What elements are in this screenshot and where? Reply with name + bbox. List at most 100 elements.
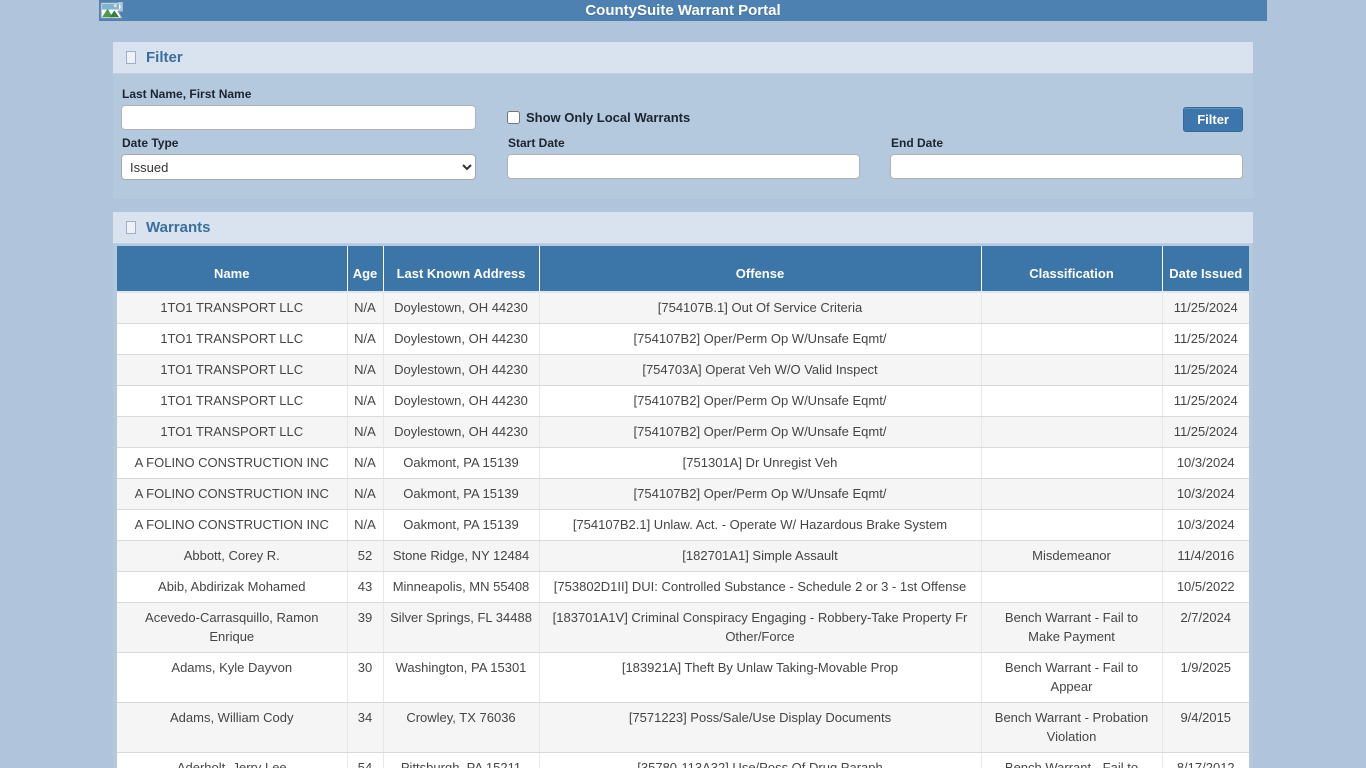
table-cell: 1/9/2025	[1161, 652, 1249, 703]
table-cell: [754107B2] Oper/Perm Op W/Unsafe Eqmt/	[538, 416, 981, 448]
table-cell: Aderholt, Jerry Lee	[117, 752, 347, 768]
page-title: CountySuite Warrant Portal	[585, 1, 781, 19]
table-cell: 11/4/2016	[1161, 540, 1249, 572]
show-local-checkbox[interactable]	[507, 111, 520, 124]
table-cell: N/A	[346, 447, 383, 479]
table-cell: 43	[346, 571, 383, 603]
table-cell: Bench Warrant - Fail to Make Payment	[980, 602, 1162, 653]
table-row: 1TO1 TRANSPORT LLC N/A Doylestown, OH 4423…	[117, 292, 1249, 324]
table-cell: N/A	[346, 323, 383, 355]
table-cell: 30	[346, 652, 383, 703]
filter-button[interactable]: Filter	[1183, 107, 1243, 132]
broken-image-icon	[100, 2, 123, 19]
table-cell: Crowley, TX 76036	[382, 702, 539, 753]
table-cell: 11/25/2024	[1161, 323, 1249, 355]
main-content: Filter Last Name, First Name Show Only L…	[113, 42, 1253, 768]
table-cell: 34	[346, 702, 383, 753]
table-cell: Washington, PA 15301	[382, 652, 539, 703]
table-cell	[980, 509, 1162, 541]
table-cell: [754107B2] Oper/Perm Op W/Unsafe Eqmt/	[538, 323, 981, 355]
warrants-table-body: 1TO1 TRANSPORT LLC N/A Doylestown, OH 4423…	[117, 292, 1249, 768]
table-cell: N/A	[346, 385, 383, 417]
name-label: Last Name, First Name	[122, 87, 252, 101]
table-cell: Doylestown, OH 44230	[382, 385, 539, 417]
table-cell	[980, 385, 1162, 417]
table-cell: 1TO1 TRANSPORT LLC	[117, 385, 347, 417]
table-row: A FOLINO CONSTRUCTION INC N/A Oakmont, PA …	[117, 478, 1249, 510]
end-date-label: End Date	[891, 136, 944, 150]
end-date-input[interactable]	[890, 154, 1243, 179]
table-cell: Oakmont, PA 15139	[382, 478, 539, 510]
table-cell: Doylestown, OH 44230	[382, 416, 539, 448]
table-cell: A FOLINO CONSTRUCTION INC	[117, 447, 347, 479]
column-header: Offense	[538, 246, 981, 293]
table-cell	[980, 447, 1162, 479]
start-date-input[interactable]	[507, 154, 860, 179]
filter-panel-title: Filter	[146, 49, 183, 66]
table-row: Adams, Kyle Dayvon 30 Washington, PA 15301…	[117, 652, 1249, 703]
start-date-label: Start Date	[508, 136, 565, 150]
table-cell: 10/3/2024	[1161, 447, 1249, 479]
column-header: Last Known Address	[382, 246, 539, 293]
table-cell: 54	[346, 752, 383, 768]
name-input[interactable]	[121, 105, 476, 130]
column-header: Age	[346, 246, 383, 293]
table-row: 1TO1 TRANSPORT LLC N/A Doylestown, OH 4423…	[117, 323, 1249, 355]
warrants-panel: Warrants Name Age Last Known Address Offens…	[113, 212, 1253, 768]
panel-collapse-icon[interactable]	[126, 51, 136, 64]
table-cell: 10/5/2022	[1161, 571, 1249, 603]
warrants-table-container: Name Age Last Known Address Offense Classifi…	[113, 244, 1253, 768]
table-cell: Stone Ridge, NY 12484	[382, 540, 539, 572]
table-cell: Adams, Kyle Dayvon	[117, 652, 347, 703]
table-cell: [182701A1] Simple Assault	[538, 540, 981, 572]
table-row: Abbott, Corey R. 52 Stone Ridge, NY 12484[…	[117, 540, 1249, 572]
table-cell: N/A	[346, 509, 383, 541]
column-header: Name	[117, 246, 347, 293]
show-local-label: Show Only Local Warrants	[526, 110, 691, 125]
date-type-label: Date Type	[122, 136, 179, 150]
table-cell: 1TO1 TRANSPORT LLC	[117, 354, 347, 386]
filter-panel: Filter Last Name, First Name Show Only L…	[113, 42, 1253, 199]
table-cell: 10/3/2024	[1161, 509, 1249, 541]
table-row: 1TO1 TRANSPORT LLC N/A Doylestown, OH 4423…	[117, 416, 1249, 448]
column-header: Date Issued	[1161, 246, 1249, 293]
table-cell: N/A	[346, 354, 383, 386]
table-row: Abib, Abdirizak Mohamed 43 Minneapolis, MN…	[117, 571, 1249, 603]
table-cell: 8/17/2012	[1161, 752, 1249, 768]
table-cell: [35780-113A32] Use/Poss Of Drug Paraph	[538, 752, 981, 768]
table-header-row: Name Age Last Known Address Offense Classifi…	[117, 246, 1249, 293]
table-cell: 2/7/2024	[1161, 602, 1249, 653]
titlebar: CountySuite Warrant Portal	[99, 0, 1267, 21]
table-cell: 11/25/2024	[1161, 385, 1249, 417]
table-cell: Acevedo-Carrasquillo, Ramon Enrique	[117, 602, 347, 653]
table-cell: Abib, Abdirizak Mohamed	[117, 571, 347, 603]
table-cell	[980, 292, 1162, 324]
table-cell: [754107B2] Oper/Perm Op W/Unsafe Eqmt/	[538, 478, 981, 510]
table-cell: Minneapolis, MN 55408	[382, 571, 539, 603]
table-cell: 1TO1 TRANSPORT LLC	[117, 292, 347, 324]
table-cell: 10/3/2024	[1161, 478, 1249, 510]
table-cell: Bench Warrant - Fail to Make Payment	[980, 752, 1162, 768]
table-cell: 11/25/2024	[1161, 292, 1249, 324]
table-cell: [754107B2] Oper/Perm Op W/Unsafe Eqmt/	[538, 385, 981, 417]
table-cell: 11/25/2024	[1161, 416, 1249, 448]
table-cell: 39	[346, 602, 383, 653]
table-row: Adams, William Cody 34 Crowley, TX 76036 [7…	[117, 702, 1249, 753]
date-type-select[interactable]: Issued	[121, 154, 476, 180]
table-row: 1TO1 TRANSPORT LLC N/A Doylestown, OH 4423…	[117, 354, 1249, 386]
table-cell: Doylestown, OH 44230	[382, 354, 539, 386]
table-cell: Bench Warrant - Fail to Appear	[980, 652, 1162, 703]
panel-collapse-icon[interactable]	[126, 221, 136, 234]
warrants-panel-title: Warrants	[146, 219, 211, 236]
table-cell: [183701A1V] Criminal Conspiracy Engaging…	[538, 602, 981, 653]
table-row: A FOLINO CONSTRUCTION INC N/A Oakmont, PA …	[117, 509, 1249, 541]
table-cell	[980, 416, 1162, 448]
table-cell: A FOLINO CONSTRUCTION INC	[117, 509, 347, 541]
table-cell: [754107B.1] Out Of Service Criteria	[538, 292, 981, 324]
table-cell: A FOLINO CONSTRUCTION INC	[117, 478, 347, 510]
table-cell: Bench Warrant - Probation Violation	[980, 702, 1162, 753]
table-row: A FOLINO CONSTRUCTION INC N/A Oakmont, PA …	[117, 447, 1249, 479]
table-row: Aderholt, Jerry Lee 54 Pittsburgh, PA 1521…	[117, 752, 1249, 768]
filter-panel-header: Filter	[113, 42, 1253, 74]
table-cell: N/A	[346, 292, 383, 324]
